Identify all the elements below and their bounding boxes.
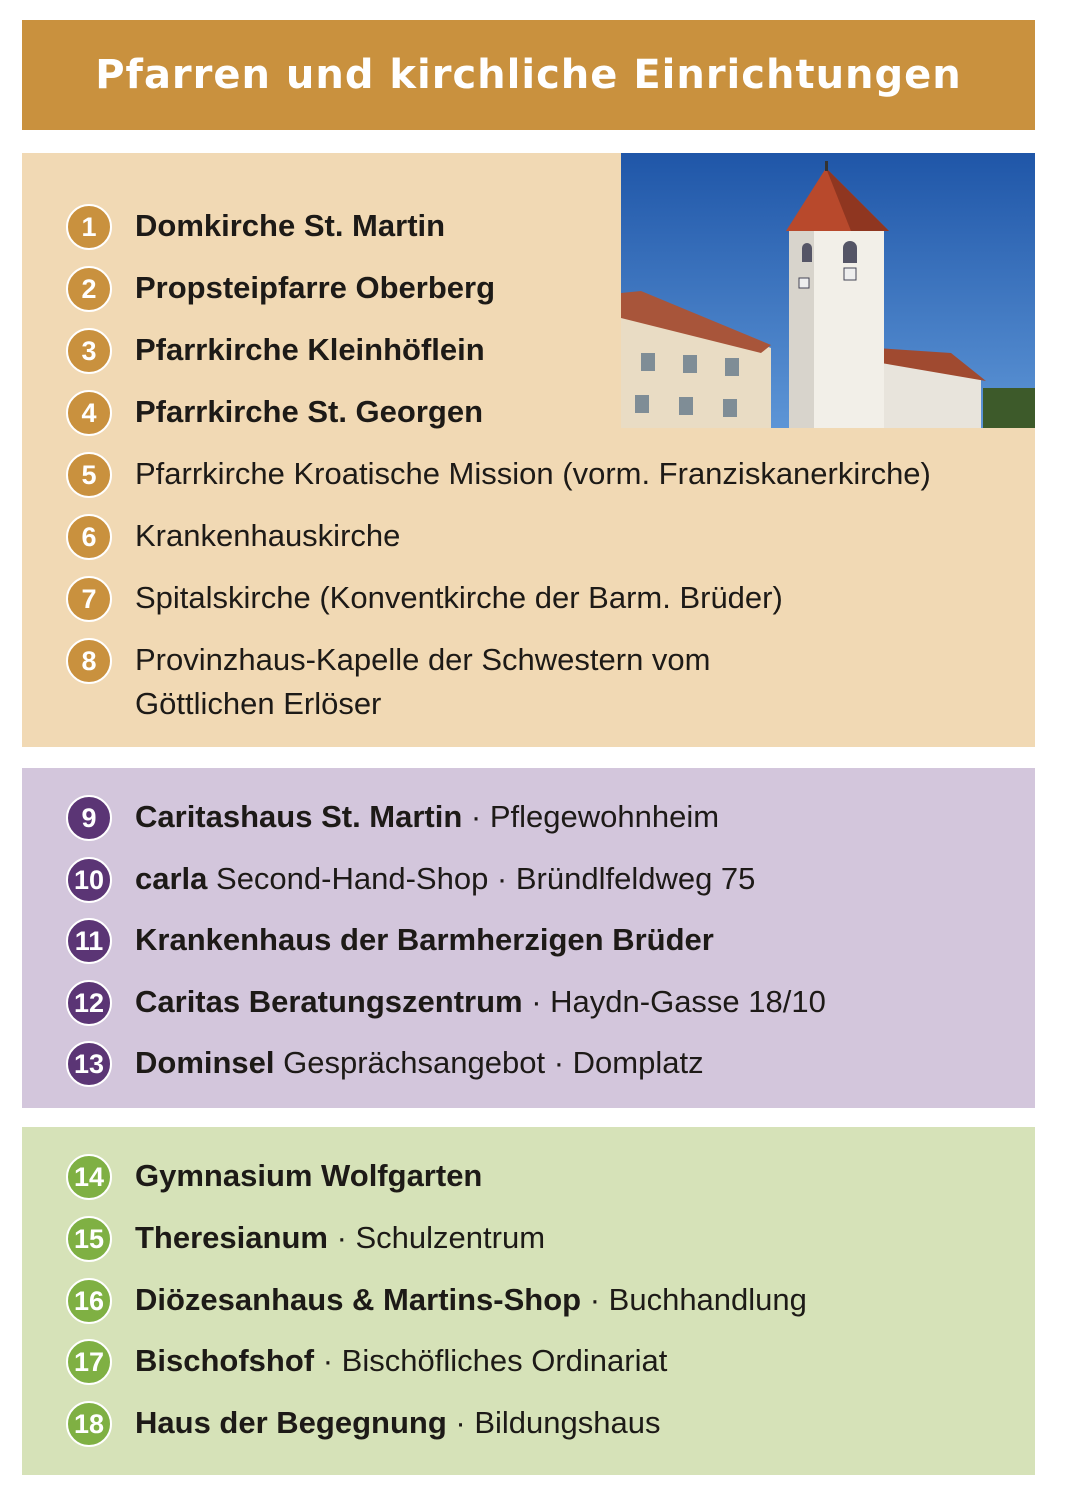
- number-badge: 5: [66, 452, 112, 498]
- list-item: 15 Theresianum · Schulzentrum: [66, 1216, 545, 1262]
- title-banner: Pfarren und kirchliche Einrichtungen: [22, 20, 1035, 130]
- item-detail: Second-Hand-Shop · Bründlfeldweg 75: [207, 861, 756, 896]
- item-name: carla: [135, 861, 208, 896]
- list-item: 17 Bischofshof · Bischöfliches Ordinariat: [66, 1339, 667, 1385]
- item-name: Bischofshof: [135, 1343, 315, 1378]
- item-detail: · Pflegewohnheim: [462, 799, 720, 834]
- item-detail: · Schulzentrum: [327, 1220, 546, 1255]
- list-item: 7 Spitalskirche (Konventkirche der Barm. …: [66, 576, 783, 622]
- item-name: Caritas Beratungszentrum: [135, 984, 523, 1019]
- parishes-section: 1 Domkirche St. Martin 2 Propsteipfarre Ob…: [22, 153, 1035, 747]
- list-item: 6 Krankenhauskirche: [66, 514, 400, 560]
- item-name: Pfarrkirche Kleinhöflein: [135, 332, 485, 367]
- number-badge: 7: [66, 576, 112, 622]
- list-item: 3 Pfarrkirche Kleinhöflein: [66, 328, 485, 374]
- item-name: Pfarrkirche St. Georgen: [135, 394, 484, 429]
- list-item: 4 Pfarrkirche St. Georgen: [66, 390, 483, 436]
- item-name: Haus der Begegnung: [135, 1405, 447, 1440]
- item-detail: · Haydn-Gasse 18/10: [522, 984, 826, 1019]
- number-badge: 18: [66, 1401, 112, 1447]
- education-section: 14 Gymnasium Wolfgarten 15 Theresianum · S…: [22, 1127, 1035, 1475]
- church-tower-photo: [621, 153, 1035, 428]
- number-badge: 12: [66, 980, 112, 1026]
- item-detail: Provinzhaus-Kapelle der Schwestern vom G…: [135, 642, 711, 721]
- number-badge: 2: [66, 266, 112, 312]
- item-name: Caritashaus St. Martin: [135, 799, 463, 834]
- number-badge: 8: [66, 638, 112, 684]
- item-detail: · Buchhandlung: [581, 1282, 807, 1317]
- list-item: 18 Haus der Begegnung · Bildungshaus: [66, 1401, 660, 1447]
- social-section: 9 Caritashaus St. Martin · Pflegewohnheim…: [22, 768, 1035, 1108]
- number-badge: 13: [66, 1041, 112, 1087]
- item-name: Gymnasium Wolfgarten: [135, 1158, 483, 1193]
- list-item: 5 Pfarrkirche Kroatische Mission (vorm. F…: [66, 452, 931, 498]
- list-item: 16 Diözesanhaus & Martins-Shop · Buchhand…: [66, 1278, 807, 1324]
- item-name: Krankenhaus der Barmherzigen Brüder: [135, 922, 714, 957]
- list-item: 12 Caritas Beratungszentrum · Haydn-Gasse…: [66, 980, 826, 1026]
- number-badge: 9: [66, 795, 112, 841]
- number-badge: 3: [66, 328, 112, 374]
- list-item: 14 Gymnasium Wolfgarten: [66, 1154, 482, 1200]
- item-detail: Gesprächsangebot · Domplatz: [274, 1045, 704, 1080]
- number-badge: 10: [66, 857, 112, 903]
- number-badge: 11: [66, 918, 112, 964]
- item-detail: · Bischöfliches Ordinariat: [314, 1343, 668, 1378]
- item-name: Dominsel: [135, 1045, 275, 1080]
- item-name: Diözesanhaus & Martins-Shop: [135, 1282, 582, 1317]
- list-item: 11 Krankenhaus der Barmherzigen Brüder: [66, 918, 714, 964]
- list-item: 10 carla Second-Hand-Shop · Bründlfeldweg…: [66, 857, 755, 903]
- number-badge: 6: [66, 514, 112, 560]
- list-item: 8 Provinzhaus-Kapelle der Schwestern vom …: [66, 638, 711, 726]
- item-detail: Spitalskirche (Konventkirche der Barm. B…: [135, 580, 783, 615]
- number-badge: 17: [66, 1339, 112, 1385]
- number-badge: 15: [66, 1216, 112, 1262]
- list-item: 13 Dominsel Gesprächsangebot · Domplatz: [66, 1041, 704, 1087]
- number-badge: 16: [66, 1278, 112, 1324]
- item-detail: · Bildungshaus: [446, 1405, 661, 1440]
- number-badge: 4: [66, 390, 112, 436]
- page-title: Pfarren und kirchliche Einrichtungen: [95, 52, 962, 98]
- item-name: Theresianum: [135, 1220, 328, 1255]
- list-item: 9 Caritashaus St. Martin · Pflegewohnheim: [66, 795, 719, 841]
- list-item: 2 Propsteipfarre Oberberg: [66, 266, 495, 312]
- item-detail: Krankenhauskirche: [135, 518, 401, 553]
- list-item: 1 Domkirche St. Martin: [66, 204, 445, 250]
- item-name: Domkirche St. Martin: [135, 208, 446, 243]
- item-detail: Pfarrkirche Kroatische Mission (vorm. Fr…: [135, 456, 931, 491]
- number-badge: 1: [66, 204, 112, 250]
- item-name: Propsteipfarre Oberberg: [135, 270, 496, 305]
- number-badge: 14: [66, 1154, 112, 1200]
